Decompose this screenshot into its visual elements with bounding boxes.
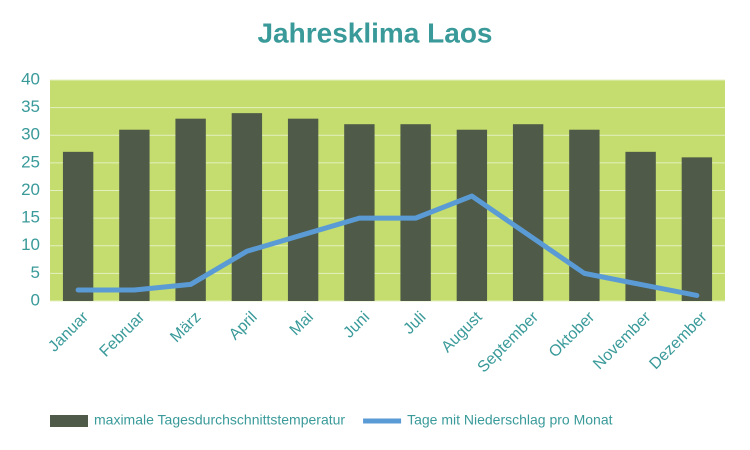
y-tick-label: 0 (31, 290, 40, 309)
bar (344, 124, 375, 301)
x-tick-label: April (226, 309, 261, 344)
x-tick-label: Januar (45, 308, 92, 355)
bar (287, 118, 319, 301)
y-tick-label: 40 (21, 69, 40, 88)
legend-label: maximale Tagesdurchschnittstemperatur (94, 412, 345, 428)
y-tick-label: 5 (31, 263, 40, 282)
bar (119, 129, 150, 301)
x-tick-label: Oktober (546, 308, 599, 361)
bar (512, 124, 544, 301)
chart-title: Jahresklima Laos (257, 17, 492, 48)
line (75, 193, 700, 298)
x-tick-label: Februar (97, 308, 149, 360)
bar (625, 151, 656, 301)
x-tick-label: März (167, 309, 204, 346)
bar (231, 113, 263, 302)
x-tick-label: November (590, 308, 655, 373)
y-tick-label: 20 (21, 180, 40, 199)
x-tick-label: Juni (340, 309, 373, 342)
legend-label: Tage mit Niederschlag pro Monat (407, 412, 613, 428)
y-tick-label: 30 (21, 125, 40, 144)
x-tick-label: Mai (287, 309, 317, 339)
bar (175, 118, 206, 301)
y-tick-label: 35 (21, 97, 40, 116)
y-tick-label: 25 (21, 152, 40, 171)
bar (456, 129, 488, 301)
legend-swatch (50, 415, 88, 427)
bar (681, 157, 713, 301)
y-tick-label: 10 (21, 235, 40, 254)
x-tick-label: August (438, 308, 486, 356)
x-tick-label: Juli (400, 309, 429, 338)
bar (62, 151, 94, 301)
x-tick-label: September (475, 308, 543, 376)
x-tick-label: Dezember (646, 308, 711, 373)
y-tick-label: 15 (21, 208, 40, 227)
